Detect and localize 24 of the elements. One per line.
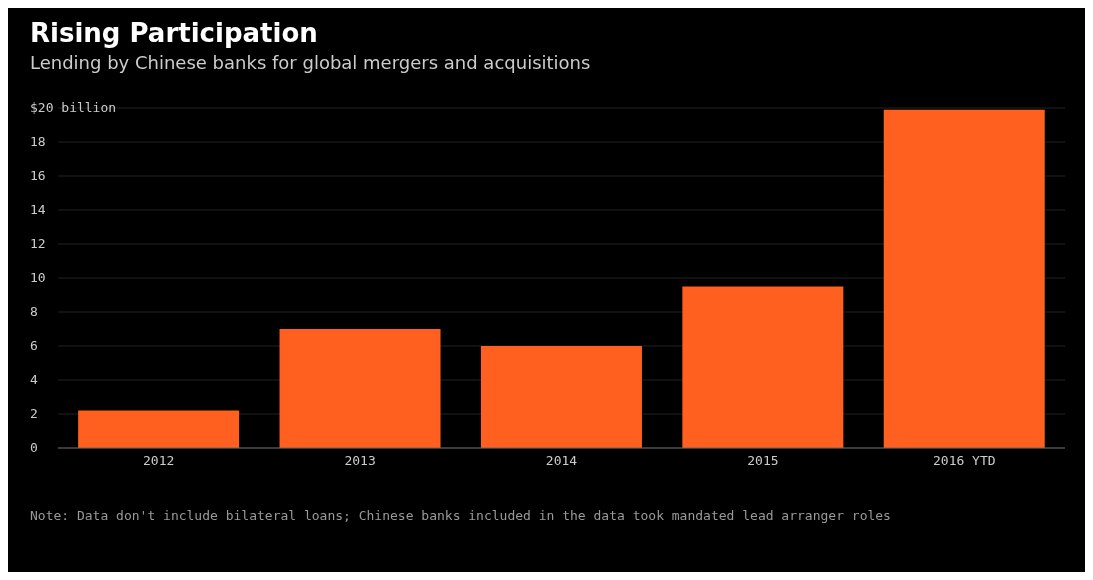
bar [480, 346, 642, 448]
bar [883, 109, 1045, 448]
y-tick-label: 6 [30, 338, 38, 353]
chart-title: Rising Participation [30, 18, 318, 48]
text: Note: Data don't include bilateral loans; Chinese banks included in the data took mandated lead arranger roles [30, 508, 892, 523]
y-tick-label: 16 [30, 168, 46, 183]
y-tick-label: 10 [30, 270, 46, 285]
chart-subtitle: Lending by Chinese banks for global mergers and acquisitions [30, 52, 591, 73]
y-tick-label: 18 [30, 134, 46, 149]
y-tick-label: 4 [30, 372, 38, 387]
x-tick-label: 2016 YTD [932, 453, 996, 469]
x-tick-label: 2014 [545, 453, 578, 469]
y-tick-label: $20 billion [30, 100, 117, 115]
y-tick-label: 0 [30, 440, 38, 455]
x-tick-label: 2015 [747, 453, 779, 469]
bar [682, 286, 844, 448]
bar [279, 329, 441, 448]
x-tick-label: 2013 [344, 453, 376, 469]
y-tick-label: 8 [30, 304, 38, 319]
y-tick-label: 12 [30, 236, 46, 251]
y-tick-label: 2 [30, 406, 38, 421]
x-tick-label: 2012 [143, 453, 175, 469]
y-tick-label: 14 [30, 202, 46, 217]
bar [78, 410, 240, 448]
